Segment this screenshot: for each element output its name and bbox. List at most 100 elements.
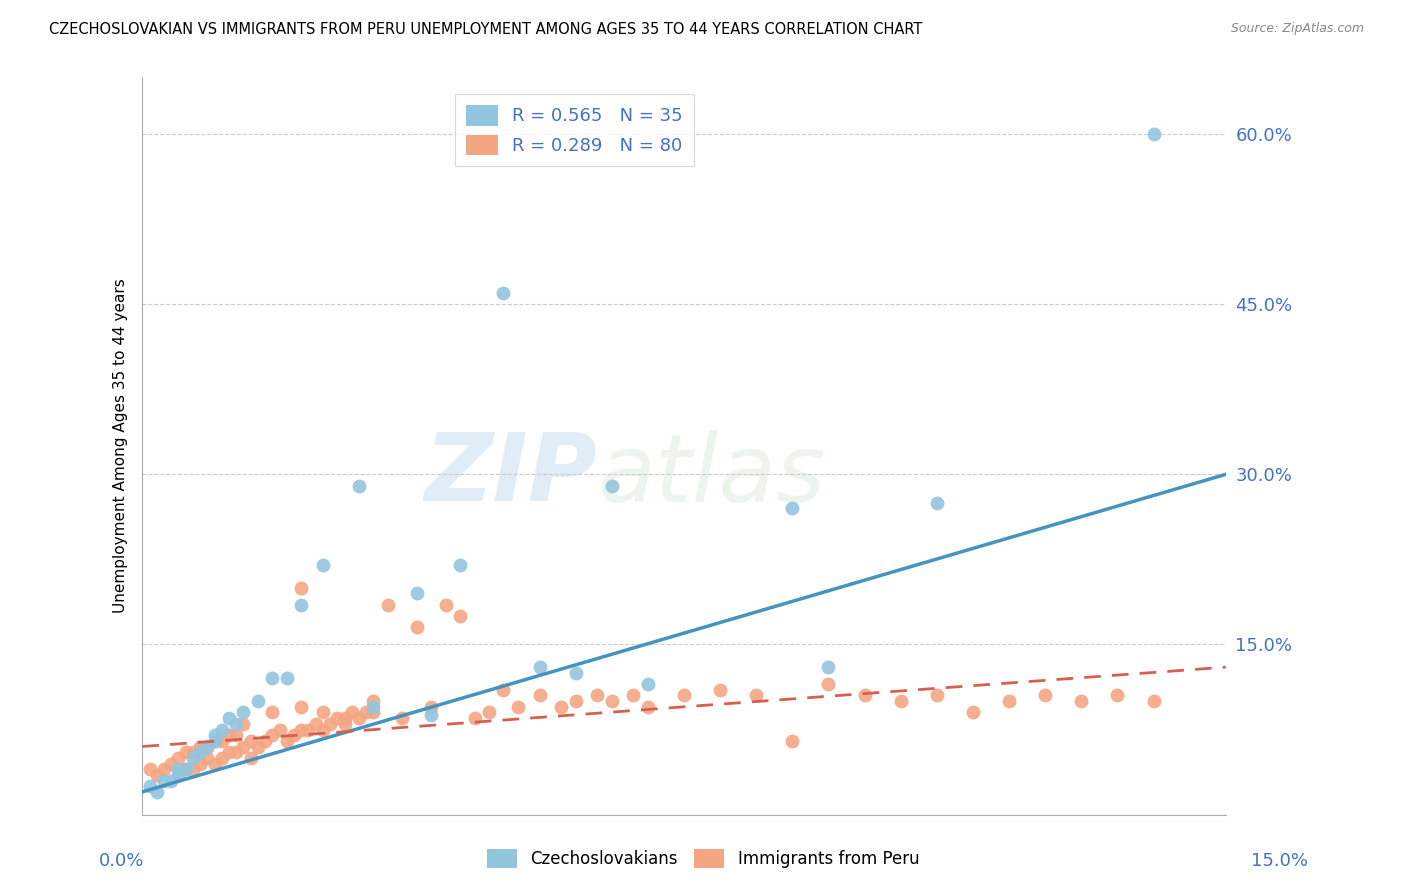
Point: [145, 768, 167, 782]
Point: [218, 728, 240, 742]
Point: [333, 711, 356, 725]
Point: [167, 768, 190, 782]
Point: [420, 707, 443, 722]
Point: [204, 734, 226, 748]
Point: [181, 751, 204, 765]
Point: [239, 751, 262, 765]
Point: [637, 677, 659, 691]
Point: [204, 734, 226, 748]
Point: [262, 728, 284, 742]
Point: [405, 586, 427, 600]
Point: [204, 728, 226, 742]
Point: [290, 699, 312, 714]
Point: [195, 739, 218, 754]
Point: [262, 672, 284, 686]
Point: [363, 706, 385, 720]
Point: [600, 478, 623, 492]
Point: [290, 598, 312, 612]
Point: [262, 706, 284, 720]
Point: [290, 723, 312, 737]
Point: [167, 762, 190, 776]
Point: [1142, 127, 1164, 141]
Point: [745, 689, 768, 703]
Point: [188, 739, 211, 754]
Point: [153, 773, 176, 788]
Point: [297, 723, 319, 737]
Legend: Czechoslovakians, Immigrants from Peru: Czechoslovakians, Immigrants from Peru: [479, 842, 927, 875]
Text: ZIP: ZIP: [425, 429, 598, 522]
Point: [550, 699, 572, 714]
Text: CZECHOSLOVAKIAN VS IMMIGRANTS FROM PERU UNEMPLOYMENT AMONG AGES 35 TO 44 YEARS C: CZECHOSLOVAKIAN VS IMMIGRANTS FROM PERU …: [49, 22, 922, 37]
Point: [283, 728, 305, 742]
Point: [232, 716, 254, 731]
Point: [239, 734, 262, 748]
Point: [181, 745, 204, 759]
Point: [890, 694, 912, 708]
Point: [181, 762, 204, 776]
Point: [218, 711, 240, 725]
Point: [637, 699, 659, 714]
Point: [434, 598, 457, 612]
Point: [529, 689, 551, 703]
Point: [782, 734, 804, 748]
Point: [188, 756, 211, 771]
Point: [174, 745, 197, 759]
Point: [673, 689, 696, 703]
Point: [211, 734, 233, 748]
Point: [290, 581, 312, 595]
Point: [405, 620, 427, 634]
Point: [138, 762, 160, 776]
Point: [312, 723, 335, 737]
Point: [623, 689, 645, 703]
Point: [160, 756, 183, 771]
Point: [586, 689, 609, 703]
Point: [254, 734, 277, 748]
Point: [347, 711, 370, 725]
Point: [312, 558, 335, 572]
Point: [600, 694, 623, 708]
Text: 15.0%: 15.0%: [1250, 852, 1308, 870]
Point: [464, 711, 486, 725]
Point: [145, 785, 167, 799]
Point: [276, 672, 298, 686]
Point: [782, 501, 804, 516]
Text: 0.0%: 0.0%: [98, 852, 143, 870]
Point: [195, 739, 218, 754]
Point: [333, 716, 356, 731]
Point: [449, 558, 471, 572]
Point: [347, 478, 370, 492]
Point: [363, 699, 385, 714]
Point: [246, 694, 269, 708]
Point: [269, 723, 291, 737]
Text: Source: ZipAtlas.com: Source: ZipAtlas.com: [1230, 22, 1364, 36]
Point: [506, 699, 529, 714]
Point: [998, 694, 1021, 708]
Point: [232, 706, 254, 720]
Point: [817, 660, 839, 674]
Point: [564, 665, 586, 680]
Point: [204, 756, 226, 771]
Point: [225, 728, 247, 742]
Point: [478, 706, 501, 720]
Point: [305, 716, 328, 731]
Point: [391, 711, 413, 725]
Point: [564, 694, 586, 708]
Point: [225, 716, 247, 731]
Point: [211, 723, 233, 737]
Point: [363, 694, 385, 708]
Point: [1142, 694, 1164, 708]
Point: [853, 689, 876, 703]
Point: [326, 711, 349, 725]
Point: [211, 751, 233, 765]
Point: [1070, 694, 1092, 708]
Point: [246, 739, 269, 754]
Point: [449, 609, 471, 624]
Point: [319, 716, 342, 731]
Point: [529, 660, 551, 674]
Y-axis label: Unemployment Among Ages 35 to 44 years: Unemployment Among Ages 35 to 44 years: [114, 278, 128, 614]
Point: [817, 677, 839, 691]
Point: [492, 285, 515, 300]
Point: [138, 779, 160, 793]
Point: [312, 706, 335, 720]
Point: [377, 598, 399, 612]
